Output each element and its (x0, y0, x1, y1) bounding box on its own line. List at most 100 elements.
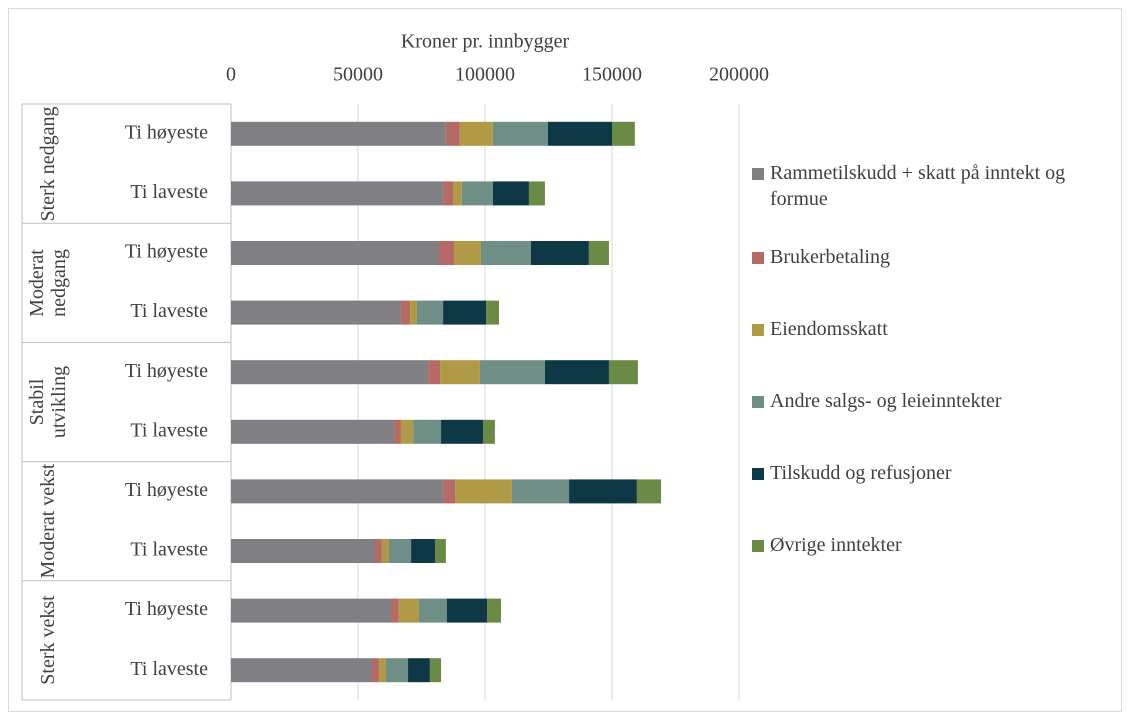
x-tick-label: 100000 (455, 64, 515, 86)
bar-segment (487, 598, 502, 623)
x-tick-label: 0 (226, 64, 236, 86)
bar-segment (231, 539, 376, 563)
y-tick-label: Ti høyeste (125, 479, 208, 501)
legend-item: Brukerbetaling (752, 244, 1112, 316)
bar-segment (400, 419, 414, 444)
group-label: Sterk vekst (37, 595, 59, 686)
bar-segment (416, 300, 444, 325)
y-tick-label: Ti høyeste (125, 360, 208, 382)
y-tick-label: Ti laveste (130, 419, 208, 441)
bar-segment (459, 121, 493, 146)
bar-segment (443, 300, 487, 325)
legend-item: Øvrige inntekter (752, 532, 1112, 604)
legend-swatch (752, 468, 764, 480)
x-tick-label: 150000 (582, 64, 642, 86)
bar-segment (411, 539, 435, 563)
bar-segment (588, 241, 609, 265)
bar-segment (408, 658, 430, 683)
bar-segment (439, 241, 455, 265)
bar-segment (428, 360, 441, 385)
group-label: Stabil utvikling (26, 365, 70, 439)
bar-segment (398, 598, 419, 623)
bar-segment (452, 181, 462, 206)
bar-segment (434, 539, 446, 563)
legend-swatch (752, 252, 764, 264)
bar-segment (231, 658, 372, 683)
bar-segment (379, 658, 386, 683)
legend-label: Andre salgs- og leieinntekter (770, 390, 1002, 412)
legend-swatch (752, 540, 764, 552)
bar-segment (231, 479, 444, 504)
bar-segment (443, 479, 456, 504)
bar-segment (443, 181, 453, 206)
bar-segment (636, 479, 662, 504)
y-tick-label: Ti høyeste (125, 241, 208, 263)
legend-label: Øvrige inntekter (770, 534, 902, 556)
bar-segment (492, 181, 529, 206)
bar-segment (461, 181, 493, 206)
group-label: Moderat vekst (37, 463, 59, 579)
group-label: Sterk nedgang (37, 106, 59, 222)
bar-segment (400, 300, 411, 325)
bar-segment (445, 121, 460, 146)
bar-segment (511, 479, 570, 504)
bar-segment (371, 658, 380, 683)
bar-segment (394, 419, 401, 444)
y-tick-label: Ti høyeste (125, 121, 208, 143)
y-tick-label: Ti høyeste (125, 598, 208, 620)
bar-segment (231, 300, 401, 325)
bar-segment (441, 419, 483, 444)
y-tick-label: Ti laveste (130, 539, 208, 561)
x-axis-title: Kroner pr. innbygger (401, 31, 570, 53)
bar-segment (486, 300, 499, 325)
bar-segment (528, 181, 545, 206)
bar-segment (454, 241, 481, 265)
bar-segment (480, 241, 531, 265)
bar-segment (547, 121, 612, 146)
chart-border (8, 8, 1122, 712)
bar-segment (440, 360, 480, 385)
bar-segment (479, 360, 545, 385)
bar-segment (231, 598, 392, 623)
bar-segment (446, 598, 488, 623)
legend-swatch (752, 324, 764, 336)
bar-segment (569, 479, 637, 504)
bar-segment (455, 479, 512, 504)
bar-segment (482, 419, 495, 444)
legend-item: Andre salgs- og leieinntekter (752, 388, 1112, 460)
legend-item: Rammetilskudd + skatt på inntekt og form… (752, 160, 1112, 244)
bar-segment (231, 181, 444, 206)
legend: Rammetilskudd + skatt på inntekt og form… (752, 160, 1112, 604)
bar-segment (429, 658, 442, 683)
bar-segment (231, 241, 440, 265)
bar-segment (410, 300, 417, 325)
bar-segment (612, 121, 635, 146)
y-tick-label: Ti laveste (130, 658, 208, 680)
bar-segment (385, 658, 409, 683)
bar-segment (231, 419, 395, 444)
legend-swatch (752, 168, 764, 180)
legend-item: Tilskudd og refusjoner (752, 460, 1112, 532)
legend-label: Eiendomsskatt (770, 318, 888, 340)
bar-segment (391, 598, 399, 623)
legend-label: Tilskudd og refusjoner (770, 462, 952, 484)
group-label: Moderat nedgang (26, 248, 70, 317)
legend-item: Eiendomsskatt (752, 316, 1112, 388)
bar-segment (375, 539, 382, 563)
bar-segment (413, 419, 442, 444)
legend-label: Brukerbetaling (770, 246, 890, 268)
bar-segment (608, 360, 638, 385)
x-tick-label: 200000 (709, 64, 769, 86)
bar-segment (381, 539, 389, 563)
x-tick-label: 50000 (333, 64, 383, 86)
bar-segment (388, 539, 412, 563)
legend-label: Rammetilskudd + skatt på inntekt og form… (770, 162, 1066, 210)
bar-segment (231, 121, 446, 146)
bar-segment (418, 598, 447, 623)
bar-segment (231, 360, 429, 385)
legend-swatch (752, 396, 764, 408)
bar-segment (544, 360, 609, 385)
bar-segment (492, 121, 548, 146)
